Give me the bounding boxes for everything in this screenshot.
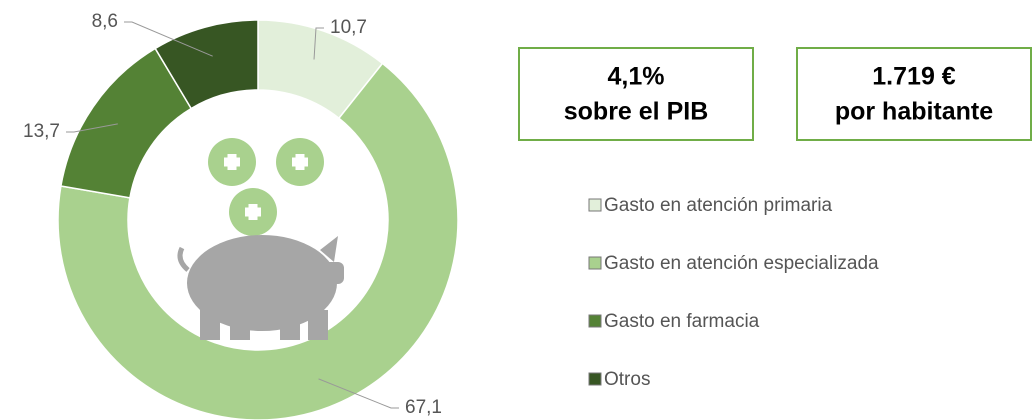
legend: Gasto en atención primaria Gasto en atenc… [588,195,879,390]
highlight-box: 4,1% sobre el PIB [518,47,754,141]
data-label: 10,7 [330,17,367,38]
donut-segment [154,19,259,110]
data-label: 67,1 [405,397,442,418]
legend-swatch [588,314,602,328]
legend-label: Gasto en atención especializada [604,253,879,274]
legend-swatch [588,372,602,386]
leader-line [313,27,324,60]
piggy-icon [177,138,344,340]
legend-swatch [588,198,602,212]
leader-line [318,378,399,409]
legend-label: Gasto en atención primaria [604,195,833,216]
highlight-box: 1.719 € por habitante [796,47,1032,141]
highlight-caption: por habitante [835,98,993,126]
donut-segment [57,62,459,420]
legend-label: Otros [604,369,650,390]
highlight-value: 1.719 € [872,63,956,91]
leader-line [124,21,213,57]
data-label: 13,7 [23,121,60,142]
highlight-value: 4,1% [608,63,665,91]
data-label: 8,6 [92,11,118,32]
leader-line [66,123,118,133]
legend-swatch [588,256,602,270]
donut: 10,7 67,1 13,7 8,6 [23,11,459,420]
legend-label: Gasto en farmacia [604,311,760,332]
highlight-caption: sobre el PIB [564,98,709,126]
